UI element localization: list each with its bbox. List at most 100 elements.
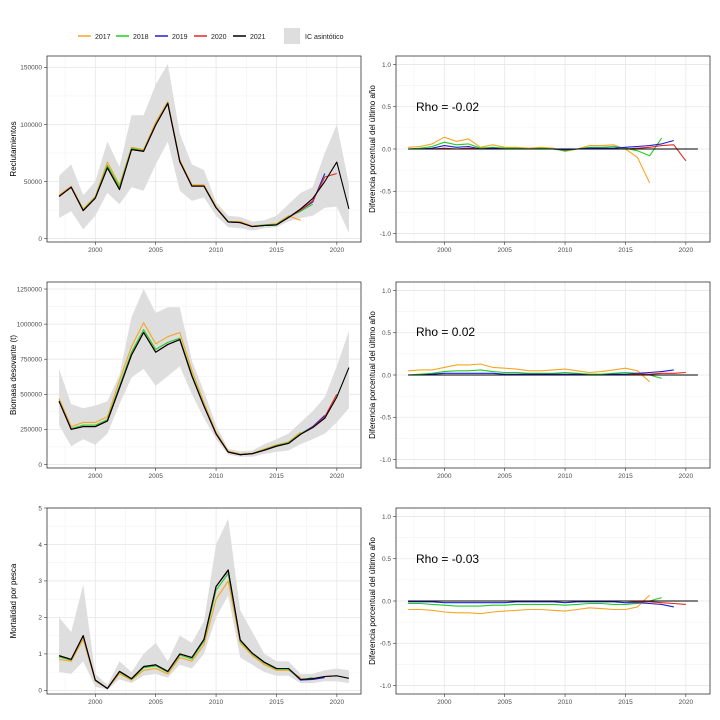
y-tick-label: 1: [38, 651, 42, 658]
x-tick-label: 2010: [209, 247, 224, 254]
ci-band: [59, 64, 349, 233]
y-tick-label: -0.5: [380, 415, 392, 422]
series-line-2021: [58, 331, 350, 456]
x-tick-label: 2020: [679, 699, 694, 706]
y-tick-label: 1250000: [17, 286, 43, 293]
y-axis-label: Reclutamientos: [9, 121, 18, 176]
series-line-2017: [408, 363, 650, 383]
y-axis-label: Mortalidad por pesca: [9, 563, 18, 638]
y-tick-label: 4: [38, 542, 42, 549]
x-tick-label: 2020: [330, 247, 345, 254]
y-tick-label: -0.5: [380, 641, 392, 648]
panel-border: [46, 55, 362, 243]
series-line-2021: [58, 569, 350, 690]
x-tick-label: 2005: [148, 247, 163, 254]
x-tick-label: 2000: [88, 473, 103, 480]
y-tick-label: 150000: [20, 65, 42, 72]
panel-2: 2000 2005 2010 2015 2020 -1.0 -0.5 0.0 0.5 1.0 Dif…: [368, 55, 711, 254]
panel-border: [46, 281, 362, 469]
x-tick-label: 2005: [497, 699, 512, 706]
y-tick-label: 0: [38, 462, 42, 469]
x-tick-label: 2020: [330, 699, 345, 706]
rho-annotation: Rho = 0.02: [416, 325, 475, 339]
y-tick-label: 0: [38, 236, 42, 243]
y-tick-label: 750000: [20, 357, 42, 364]
x-tick-label: 2015: [618, 473, 633, 480]
x-tick-label: 2005: [497, 473, 512, 480]
series-line-2021: [58, 102, 350, 228]
panel-4: 2000 2005 2010 2015 2020 -1.0 -0.5 0.0 0.5 1.0 Dif…: [368, 281, 711, 480]
y-tick-label: 2: [38, 615, 42, 622]
y-tick-label: 100000: [20, 122, 42, 129]
y-axis-label: Biomasa desovante (t): [9, 335, 18, 415]
x-tick-label: 2000: [437, 247, 452, 254]
rho-annotation: Rho = -0.02: [416, 100, 479, 114]
y-tick-label: 0.0: [382, 372, 391, 379]
panel-6: 2000 2005 2010 2015 2020 -1.0 -0.5 0.0 0.5 1.0 Dif…: [368, 507, 711, 706]
x-tick-label: 2015: [269, 247, 284, 254]
series-line-2017: [408, 136, 651, 184]
panel-5: 2000 2005 2010 2015 2020 0 1 2 3 4 5 Mortalidad por…: [9, 505, 362, 706]
x-tick-label: 2005: [148, 699, 163, 706]
x-tick-label: 2020: [679, 247, 694, 254]
x-tick-label: 2005: [148, 473, 163, 480]
legend-label-2017: 2017: [95, 34, 111, 41]
y-axis-label: Diferencia porcentual del último año: [368, 537, 377, 665]
y-tick-label: 500000: [20, 392, 42, 399]
series-line-2017: [58, 322, 301, 455]
y-tick-label: 1.0: [382, 288, 391, 295]
y-tick-label: 0.5: [382, 330, 391, 337]
x-tick-label: 2020: [679, 473, 694, 480]
y-tick-label: -1.0: [380, 457, 392, 464]
ci-band: [59, 289, 349, 457]
y-tick-label: 0.0: [382, 598, 391, 605]
legend-label-2021: 2021: [250, 34, 266, 41]
y-tick-label: 5: [38, 505, 42, 512]
series-line-2018: [408, 369, 662, 379]
y-tick-label: -1.0: [380, 683, 392, 690]
y-axis-label: Diferencia porcentual del último año: [368, 311, 377, 439]
rho-annotation: Rho = -0.03: [416, 552, 479, 566]
x-tick-label: 2015: [618, 699, 633, 706]
chart-panels: 2000 2005 2010 2015 2020050000100000150000Re…: [9, 55, 711, 706]
x-tick-label: 2010: [558, 247, 573, 254]
y-tick-label: 0.0: [382, 146, 391, 153]
y-tick-label: 0.5: [382, 104, 391, 111]
legend-label-2018: 2018: [133, 34, 149, 41]
panel-1: 2000 2005 2010 2015 2020 0 50000 100000 150000 Re…: [9, 55, 362, 254]
y-axis-label: Diferencia porcentual del último año: [368, 85, 377, 213]
x-tick-label: 2010: [209, 699, 224, 706]
x-tick-label: 2010: [209, 473, 224, 480]
x-tick-label: 2010: [558, 473, 573, 480]
y-tick-label: -0.5: [380, 189, 392, 196]
y-tick-label: 3: [38, 578, 42, 585]
x-tick-label: 2000: [437, 473, 452, 480]
series-line-2018: [408, 597, 662, 607]
legend-label-2019: 2019: [172, 34, 188, 41]
x-tick-label: 2015: [269, 699, 284, 706]
x-tick-label: 2000: [88, 699, 103, 706]
y-tick-label: 0: [38, 688, 42, 695]
legend-swatch-ci: [284, 28, 300, 44]
x-tick-label: 2000: [437, 699, 452, 706]
y-tick-label: 1000000: [17, 321, 43, 328]
series-line-2019: [408, 369, 674, 376]
y-tick-label: 0.5: [382, 556, 391, 563]
x-tick-label: 2010: [558, 699, 573, 706]
y-tick-label: 50000: [24, 179, 42, 186]
x-tick-label: 2000: [88, 247, 103, 254]
panel-border: [46, 507, 362, 695]
x-tick-label: 2020: [330, 473, 345, 480]
y-tick-label: 1.0: [382, 514, 391, 521]
series-line-2017: [408, 594, 650, 615]
x-tick-label: 2015: [269, 473, 284, 480]
legend-label-2020: 2020: [211, 34, 227, 41]
x-tick-label: 2015: [618, 247, 633, 254]
panel-3: 2000 2005 2010 2015 2020 0 250000 500000 750000 1…: [9, 281, 362, 480]
ci-band: [59, 518, 349, 690]
y-tick-label: 1.0: [382, 62, 391, 69]
y-tick-label: 250000: [20, 427, 42, 434]
legend-label-ci: IC asintótico: [305, 34, 344, 41]
y-tick-label: -1.0: [380, 231, 392, 238]
